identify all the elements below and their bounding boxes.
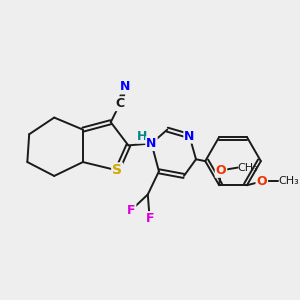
Text: F: F bbox=[146, 212, 154, 225]
Text: H: H bbox=[137, 130, 147, 142]
Text: N: N bbox=[146, 137, 157, 150]
Text: O: O bbox=[256, 175, 267, 188]
Text: C: C bbox=[116, 97, 124, 110]
Text: CH₃: CH₃ bbox=[238, 163, 258, 172]
Text: N: N bbox=[119, 80, 130, 94]
Text: F: F bbox=[127, 204, 135, 217]
Text: O: O bbox=[216, 164, 226, 177]
Text: CH₃: CH₃ bbox=[278, 176, 299, 187]
Text: S: S bbox=[112, 164, 122, 177]
Text: N: N bbox=[184, 130, 195, 142]
